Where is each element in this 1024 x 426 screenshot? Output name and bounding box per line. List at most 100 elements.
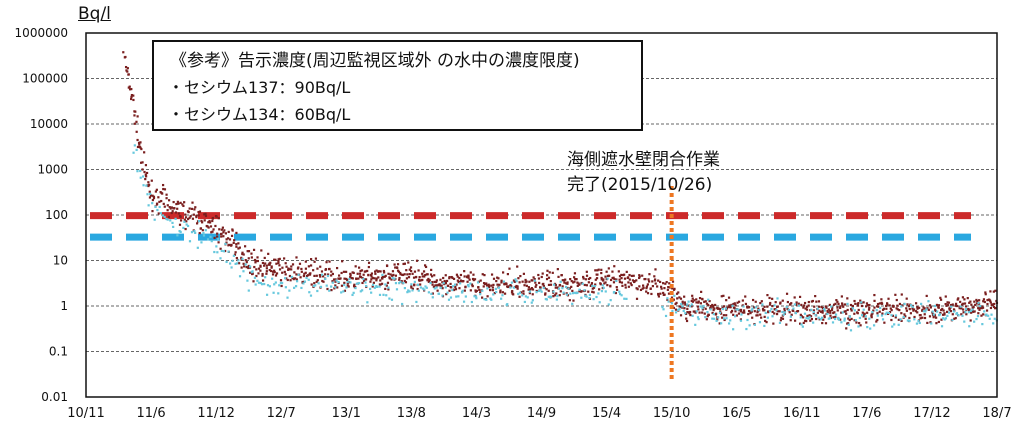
data-point [704,300,707,303]
data-point [682,309,685,313]
data-point [201,229,204,232]
data-point [942,317,945,320]
data-point [533,279,536,282]
data-point [987,314,990,317]
data-point [763,305,766,308]
data-point [609,284,612,287]
data-point [546,274,549,277]
data-point [929,321,932,324]
data-point [733,315,737,318]
data-point [994,306,997,310]
data-point [370,291,373,294]
data-point [316,279,319,282]
data-point [712,308,715,312]
x-tick-label: 16/5 [722,406,751,421]
data-point [546,269,549,272]
data-point [224,232,228,235]
data-point [819,318,822,321]
data-point [845,312,848,315]
data-point [790,302,793,305]
data-points [122,51,999,332]
data-point [695,298,698,301]
data-point [360,269,364,272]
data-point [627,285,630,288]
data-point [649,287,652,290]
data-point [328,289,331,292]
data-point [163,188,167,191]
data-point [305,276,308,280]
data-point [512,286,516,289]
data-point [424,265,428,269]
data-point [660,287,663,290]
data-point [842,305,845,308]
data-point [699,305,702,308]
data-point [763,324,766,328]
data-point [220,235,223,238]
data-point [604,281,607,284]
data-point [517,292,520,296]
data-point [381,273,384,276]
data-point [834,315,837,319]
data-point [489,288,492,292]
data-point [152,195,156,198]
data-point [254,259,257,263]
data-point [482,285,485,288]
data-point [891,314,895,317]
data-point [483,298,486,301]
data-point [406,273,409,276]
data-point [942,309,945,312]
data-point [155,188,158,191]
data-point [361,289,364,292]
data-point [930,322,933,325]
data-point [222,231,225,234]
data-point [573,276,576,279]
data-point [412,276,416,279]
data-point [411,287,414,290]
data-point [665,280,668,284]
data-point [925,294,928,298]
data-point [278,268,282,271]
data-point [144,178,147,181]
data-point [253,276,257,279]
data-point [701,307,704,310]
data-point [433,274,436,277]
data-point [242,270,245,273]
data-point [841,303,844,306]
data-point [625,297,628,300]
data-point [980,314,983,317]
data-point [705,318,708,321]
data-point [273,283,276,286]
data-point [203,219,206,222]
data-point [763,315,766,318]
data-point [259,281,262,285]
data-point [499,289,502,292]
data-point [858,321,861,325]
data-point [805,305,809,308]
data-point [754,306,757,309]
data-point [573,280,576,283]
data-point [326,287,329,291]
data-point [139,169,142,173]
data-point [933,314,937,317]
data-point [355,282,359,285]
data-point [152,197,156,200]
data-point [986,299,989,302]
data-point [213,236,216,239]
data-point [385,284,388,287]
data-point [720,295,723,298]
data-point [762,309,765,312]
data-point [698,297,702,300]
data-point [914,302,918,305]
data-point [541,272,544,275]
data-point [247,250,251,253]
data-point [459,282,462,285]
data-point [217,217,220,220]
data-point [399,273,402,276]
data-point [195,215,198,219]
data-point [293,286,296,289]
data-point [402,281,405,285]
data-point [909,312,912,315]
data-point [304,260,307,263]
data-point [285,277,288,280]
data-point [417,269,420,272]
